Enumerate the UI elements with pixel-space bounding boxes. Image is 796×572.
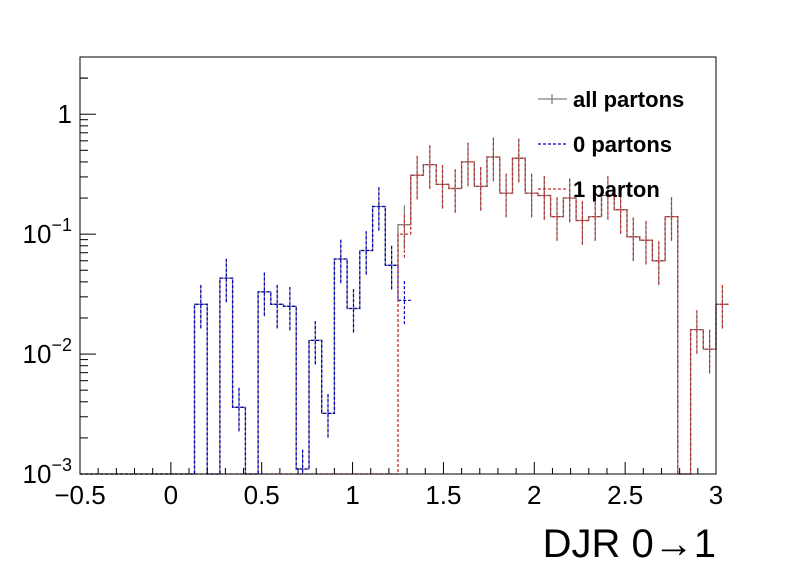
legend: all partons 0 partons 1 parton [538, 87, 684, 202]
series-step-line [80, 205, 411, 475]
x-axis: −0.5 0 0.5 1 1.5 2 2.5 3 [54, 462, 723, 510]
y-tick-label: 10−2 [23, 335, 72, 369]
legend-label: all partons [573, 87, 684, 112]
plot-frame [79, 56, 717, 475]
x-tick-label: 2 [527, 480, 541, 510]
y-tick-label: 10−3 [23, 455, 72, 489]
y-axis: 10−3 10−2 10−1 1 [23, 56, 96, 489]
series-step-line [80, 156, 729, 475]
x-tick-label: 3 [709, 480, 723, 510]
x-tick-label: −0.5 [54, 480, 105, 510]
series-1-parton [80, 137, 729, 475]
y-tick-label: 1 [58, 99, 72, 129]
x-tick-label: 0.5 [244, 480, 280, 510]
y-tick-label: 10−1 [23, 215, 72, 249]
x-tick-label: 2.5 [607, 480, 643, 510]
x-axis-title: DJR 0→1 [543, 522, 716, 566]
legend-label: 1 parton [573, 177, 660, 202]
legend-label: 0 partons [573, 132, 672, 157]
x-tick-label: 1 [345, 480, 359, 510]
series-layer [80, 137, 729, 475]
series-step-line [80, 156, 729, 475]
x-tick-label: 1.5 [425, 480, 461, 510]
x-tick-label: 0 [164, 480, 178, 510]
